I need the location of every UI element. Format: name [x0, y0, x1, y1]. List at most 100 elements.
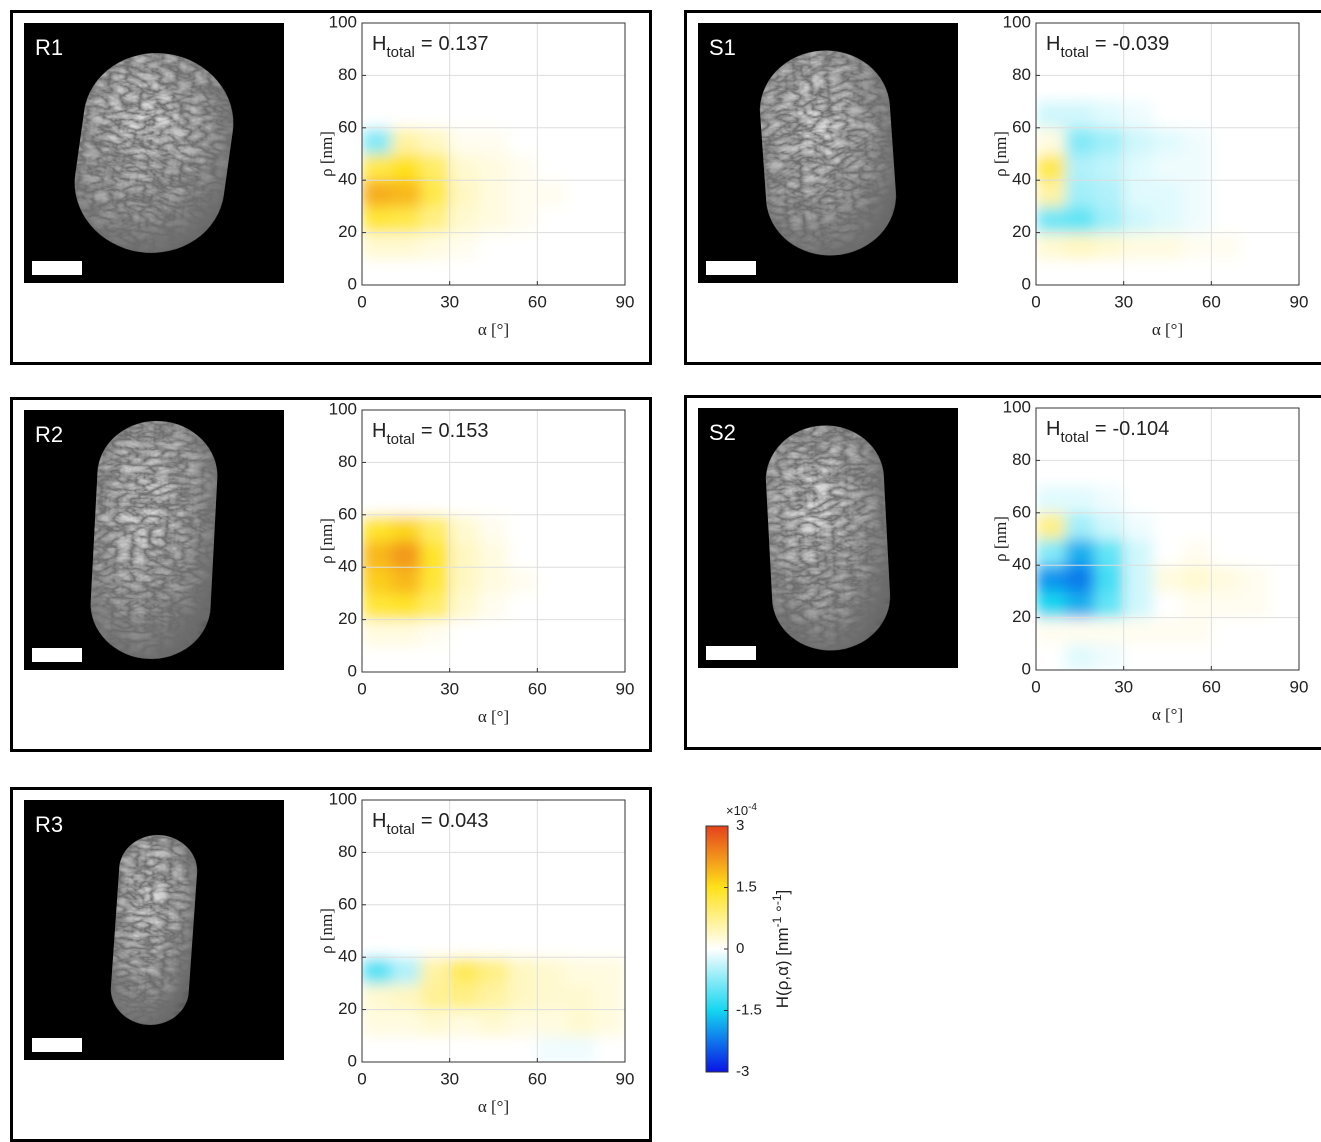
heatmap-cell [1240, 539, 1271, 566]
heatmap-cell [391, 127, 421, 155]
heatmap-cell [537, 1035, 568, 1062]
panel-label: R2 [35, 422, 63, 447]
heatmap-cell [566, 645, 597, 672]
heatmap-cell [537, 258, 568, 285]
cell-render [759, 50, 897, 256]
heatmap-cell [595, 645, 625, 672]
heatmap-cell [1123, 180, 1154, 207]
heatmap-cell [537, 931, 568, 958]
heatmap-cell [449, 180, 480, 207]
heatmap-cell [595, 488, 625, 516]
heatmap-cell [391, 258, 421, 285]
heatmap-cell [1065, 206, 1095, 234]
heatmap-cell [537, 957, 568, 984]
heatmap-cell [566, 180, 597, 207]
cell-render [765, 425, 891, 651]
heatmap-cell [1094, 486, 1125, 514]
heatmap-cell [1123, 539, 1154, 566]
colorbar-tick-label: 1.5 [736, 878, 757, 895]
heatmap-cell [1211, 539, 1242, 566]
heatmap-cell [391, 904, 421, 932]
y-tick-label: 0 [348, 1051, 357, 1070]
x-tick-label: 30 [440, 1069, 459, 1088]
colorbar-tick-label: 0 [736, 940, 744, 957]
heatmap-cell [1123, 643, 1154, 670]
heatmap-cell [1182, 101, 1212, 129]
heatmap-cell [595, 180, 625, 207]
heatmap-cell [1182, 154, 1212, 181]
heatmap-cell [1269, 258, 1299, 285]
heatmap-cell [1211, 180, 1242, 207]
heatmap-cell [478, 619, 509, 647]
heatmap-cell [508, 514, 538, 542]
heatmap-cell [420, 258, 451, 285]
heatmap-cell [420, 180, 451, 207]
x-tick-label: 90 [616, 1069, 635, 1088]
heatmap-cell [1123, 101, 1154, 129]
plot-frame [361, 799, 626, 1063]
heatmap-cell [449, 645, 480, 672]
heatmap-cell [1152, 565, 1183, 592]
heatmap-cell [1211, 154, 1242, 181]
x-tick-label: 0 [1031, 677, 1040, 696]
heatmap-cell [420, 1035, 451, 1062]
heatmap-cell [566, 931, 597, 958]
heatmap-cell [566, 904, 597, 932]
heatmap-cell [449, 206, 480, 234]
heatmap-cell [1240, 101, 1271, 129]
x-tick-label: 60 [1202, 677, 1221, 696]
heatmap-cell [1182, 258, 1212, 285]
heatmap-cell [595, 878, 625, 906]
heatmap-cell [1182, 232, 1212, 260]
heatmap-cell [508, 154, 538, 181]
heatmap-cell [595, 904, 625, 932]
heatmap-cell [566, 878, 597, 906]
heatmap-cell [391, 206, 421, 234]
heatmap-cell [537, 154, 568, 181]
y-tick-label: 40 [1012, 170, 1031, 189]
y-axis-label: ρ [nm] [317, 518, 336, 564]
heatmap-cell [478, 567, 509, 594]
heatmap-cell [595, 101, 625, 129]
heatmap-cell [420, 514, 451, 542]
heatmap-cell [449, 127, 480, 155]
multiplier-exponent: -4 [748, 802, 757, 813]
y-tick-label: 20 [338, 999, 357, 1018]
heatmap-cell [478, 645, 509, 672]
heatmap-cell [566, 983, 597, 1011]
x-tick-label: 30 [440, 679, 459, 698]
heatmap-cell [566, 1009, 597, 1037]
heatmap-cell [478, 904, 509, 932]
heatmap-cell [1152, 154, 1183, 181]
heatmap-cell [1036, 206, 1066, 234]
heatmap-cell [1211, 232, 1242, 260]
heatmap-cell [391, 593, 421, 621]
heatmap-cell [362, 488, 392, 516]
scale-bar [706, 261, 756, 275]
heatmap-cell [1123, 565, 1154, 592]
plot-frame [361, 22, 626, 286]
heatmap-cell [1152, 512, 1183, 540]
heatmap-cell [1094, 154, 1125, 181]
annotation-relation: = [1095, 418, 1107, 440]
colorbar-tick-label: 3 [736, 817, 744, 834]
cell-render [74, 53, 234, 253]
heatmap-cell [1269, 591, 1299, 619]
y-tick-label: 100 [329, 399, 357, 418]
heatmap-cell [1036, 643, 1066, 670]
scale-bar [32, 1038, 82, 1052]
heatmap-cell [1152, 180, 1183, 207]
heatmap-cell [1152, 206, 1183, 234]
heatmap-cell [1065, 565, 1095, 592]
heatmap-cell [537, 206, 568, 234]
heatmap-cell [449, 904, 480, 932]
heatmap-cell [1123, 512, 1154, 540]
heatmap-cell [1182, 539, 1212, 566]
panel-frame [10, 787, 652, 1142]
heatmap-cell [1065, 539, 1095, 566]
heatmap-cell [1065, 591, 1095, 619]
y-tick-label: 20 [1012, 222, 1031, 241]
heatmap-cell [1182, 180, 1212, 207]
colorbar-label: H(ρ,α) [nm-1 °-1] [770, 890, 792, 1009]
x-tick-label: 0 [1031, 292, 1040, 311]
